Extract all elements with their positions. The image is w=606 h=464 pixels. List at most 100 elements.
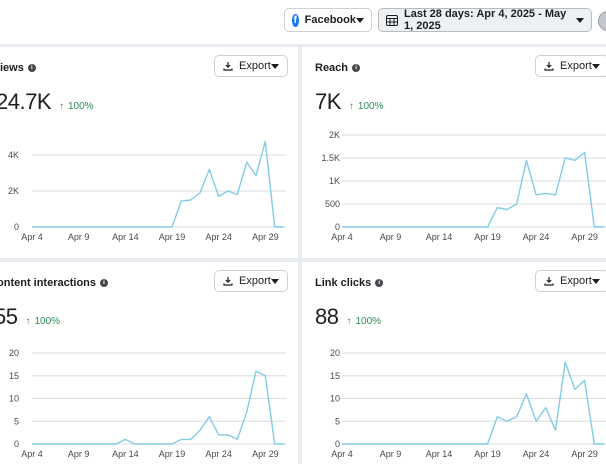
metric-change: ↑ 100%	[346, 316, 381, 327]
x-tick-label: Apr 14	[112, 232, 139, 242]
x-tick-label: Apr 29	[571, 449, 598, 459]
caret-down-icon	[576, 17, 584, 23]
calendar-icon	[386, 14, 398, 26]
card-title-text: ontent interactions	[0, 277, 97, 289]
card-reach: 0 500 1K 1.5K 2K Apr 4 Apr 9 Apr 14 Apr 19 Apr 24…	[302, 47, 606, 258]
x-tick-label: Apr 19	[474, 232, 501, 242]
x-tick-label: Apr 19	[159, 232, 186, 242]
change-text: 100%	[357, 101, 384, 112]
info-icon[interactable]: i	[100, 279, 109, 287]
metric-change: ↑ 100%	[25, 316, 60, 327]
up-arrow-icon: ↑	[59, 101, 64, 112]
x-tick-label: Apr 24	[523, 449, 550, 459]
metric-change: ↑ 100%	[349, 101, 384, 112]
card-title: Reach i	[315, 62, 361, 74]
facebook-icon: f	[292, 13, 299, 27]
y-tick-label: 500	[325, 199, 340, 209]
top-bar: f Facebook Last 28 days: Apr 4, 2025 - M…	[0, 0, 606, 44]
y-tick-label: 15	[9, 371, 19, 381]
x-tick-label: Apr 14	[112, 449, 139, 459]
interactions-chart: 0 5 10 15 20 Apr 4 Apr 9 Apr 14 Apr 19 Apr 24 Apr …	[9, 348, 286, 459]
x-tick-label: Apr 9	[380, 449, 402, 459]
x-tick-label: Apr 14	[426, 449, 453, 459]
export-label: Export	[560, 60, 592, 72]
y-tick-label: 4K	[8, 150, 19, 160]
card-link-clicks: 0 5 10 15 20 Apr 4 Apr 9 Apr 14 Apr 19 Apr 24 Apr …	[302, 262, 606, 464]
export-button[interactable]: Export	[535, 55, 606, 77]
x-tick-label: Apr 24	[205, 449, 232, 459]
date-range-label: Last 28 days: Apr 4, 2025 - May 1, 2025	[404, 8, 567, 32]
up-arrow-icon: ↑	[346, 316, 352, 327]
card-title-text: Link clicks	[315, 277, 372, 289]
y-tick-label: 10	[330, 394, 340, 404]
info-icon[interactable]: i	[375, 279, 384, 287]
series-line	[32, 370, 284, 445]
series-line	[32, 140, 284, 228]
metric: 24.7K ↑ 100%	[0, 89, 94, 115]
export-label: Export	[239, 60, 271, 72]
change-text: 100%	[68, 101, 94, 112]
y-tick-label: 2K	[8, 186, 19, 196]
y-tick-label: 0	[335, 222, 340, 232]
change-text: 100%	[355, 316, 382, 327]
caret-down-icon	[271, 63, 279, 69]
reach-chart: 0 500 1K 1.5K 2K Apr 4 Apr 9 Apr 14 Apr 19 Apr 24…	[321, 130, 606, 242]
x-tick-label: Apr 29	[252, 449, 279, 459]
x-tick-label: Apr 4	[21, 449, 43, 459]
x-tick-label: Apr 9	[68, 232, 90, 242]
download-icon	[544, 276, 554, 286]
x-tick-label: Apr 9	[68, 449, 90, 459]
caret-down-icon	[271, 278, 279, 284]
info-icon[interactable]: i	[27, 64, 36, 72]
platform-label: Facebook	[304, 14, 356, 26]
download-icon	[223, 61, 233, 71]
up-arrow-icon: ↑	[25, 316, 31, 327]
card-title: Link clicks i	[315, 277, 384, 289]
card-views: 0 2K 4K Apr 4 Apr 9 Apr 14 Apr 19 Apr 24 Apr 29 …	[0, 47, 298, 258]
card-title-text: iews	[0, 62, 24, 74]
metric-value: 24.7K	[0, 89, 52, 114]
x-tick-label: Apr 19	[474, 449, 501, 459]
x-tick-label: Apr 24	[523, 232, 550, 242]
y-tick-label: 1.5K	[321, 153, 340, 163]
metric: 55 ↑100%	[0, 304, 60, 330]
download-icon	[544, 61, 554, 71]
views-chart: 0 2K 4K Apr 4 Apr 9 Apr 14 Apr 19 Apr 24 Apr 29	[8, 140, 286, 242]
card-title: ontent interactions i	[0, 277, 109, 289]
y-tick-label: 1K	[329, 176, 340, 186]
x-tick-label: Apr 24	[205, 232, 232, 242]
y-tick-label: 5	[14, 416, 19, 426]
export-button[interactable]: Export	[535, 270, 606, 292]
x-tick-label: Apr 4	[331, 232, 353, 242]
x-tick-label: Apr 4	[21, 232, 43, 242]
x-tick-label: Apr 29	[252, 232, 279, 242]
metric-change: ↑ 100%	[59, 101, 94, 112]
y-tick-label: 0	[14, 439, 19, 449]
caret-down-icon	[592, 278, 600, 284]
card-title-text: Reach	[315, 62, 349, 74]
metric-value: 55	[0, 304, 18, 329]
link-clicks-chart: 0 5 10 15 20 Apr 4 Apr 9 Apr 14 Apr 19 Apr 24 Apr …	[330, 348, 606, 459]
caret-down-icon	[592, 63, 600, 69]
y-tick-label: 5	[335, 416, 340, 426]
info-icon[interactable]: i	[352, 64, 361, 72]
export-label: Export	[560, 275, 592, 287]
card-content-interactions: 0 5 10 15 20 Apr 4 Apr 9 Apr 14 Apr 19 Apr 24 Apr …	[0, 262, 298, 464]
y-tick-label: 0	[14, 222, 19, 232]
up-arrow-icon: ↑	[348, 101, 354, 112]
platform-selector[interactable]: f Facebook	[284, 8, 372, 32]
x-tick-label: Apr 9	[380, 232, 402, 242]
y-tick-label: 0	[335, 439, 340, 449]
metric-value: 7K	[315, 89, 341, 114]
y-tick-label: 2K	[329, 130, 340, 140]
date-range-selector[interactable]: Last 28 days: Apr 4, 2025 - May 1, 2025	[378, 8, 592, 32]
export-button[interactable]: Export	[214, 55, 288, 77]
metric: 88 ↑ 100%	[315, 304, 381, 330]
download-icon	[223, 276, 233, 286]
export-button[interactable]: Export	[214, 270, 288, 292]
avatar[interactable]	[598, 11, 606, 31]
metric-value: 88	[315, 304, 339, 329]
series-line	[342, 361, 604, 445]
y-tick-label: 15	[330, 371, 340, 381]
change-text: 100%	[34, 316, 61, 327]
